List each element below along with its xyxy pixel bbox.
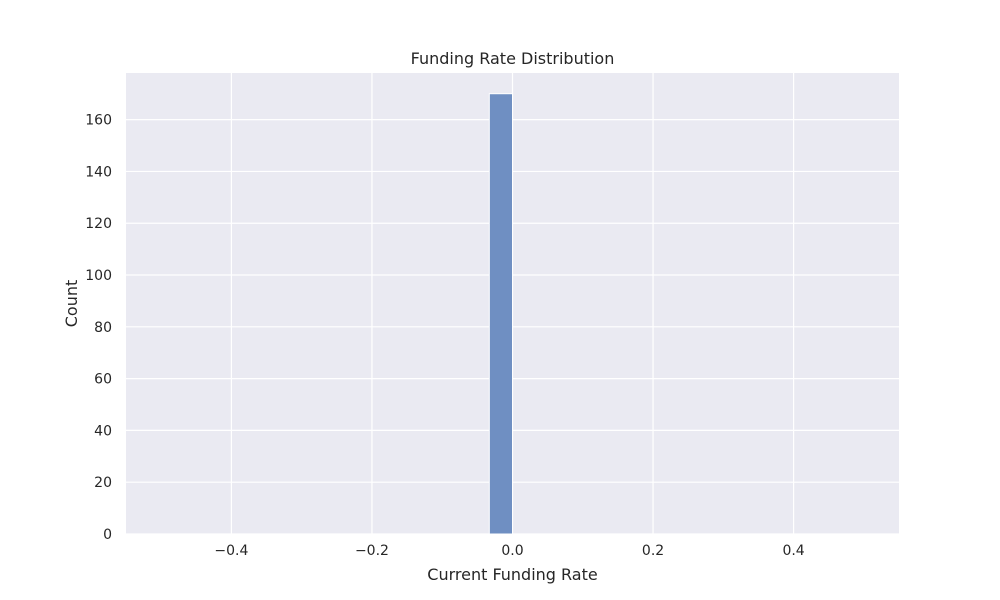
y-tick-label: 80: [94, 320, 112, 336]
x-tick-label: −0.2: [355, 543, 389, 559]
y-tick-label: 0: [103, 527, 112, 543]
y-tick-label: 60: [94, 372, 112, 388]
y-tick-label: 40: [94, 423, 112, 439]
x-axis-label: Current Funding Rate: [427, 565, 597, 584]
x-tick-label: 0.4: [782, 543, 804, 559]
y-tick-label: 120: [85, 216, 112, 232]
histogram-bar: [488, 93, 513, 535]
y-axis-label: Count: [62, 280, 81, 328]
y-tick-label: 100: [85, 268, 112, 284]
y-tick-labels: 0 20 40 60 80 100 120 140 160: [85, 113, 112, 543]
x-tick-label: 0.0: [501, 543, 523, 559]
x-tick-label: −0.4: [214, 543, 248, 559]
x-tick-labels: −0.4 −0.2 0.0 0.2 0.4: [214, 543, 804, 559]
y-tick-label: 20: [94, 475, 112, 491]
y-tick-label: 140: [85, 164, 112, 180]
chart-title: Funding Rate Distribution: [411, 49, 615, 68]
histogram-bars: [488, 93, 513, 535]
y-tick-label: 160: [85, 113, 112, 129]
x-tick-label: 0.2: [642, 543, 664, 559]
